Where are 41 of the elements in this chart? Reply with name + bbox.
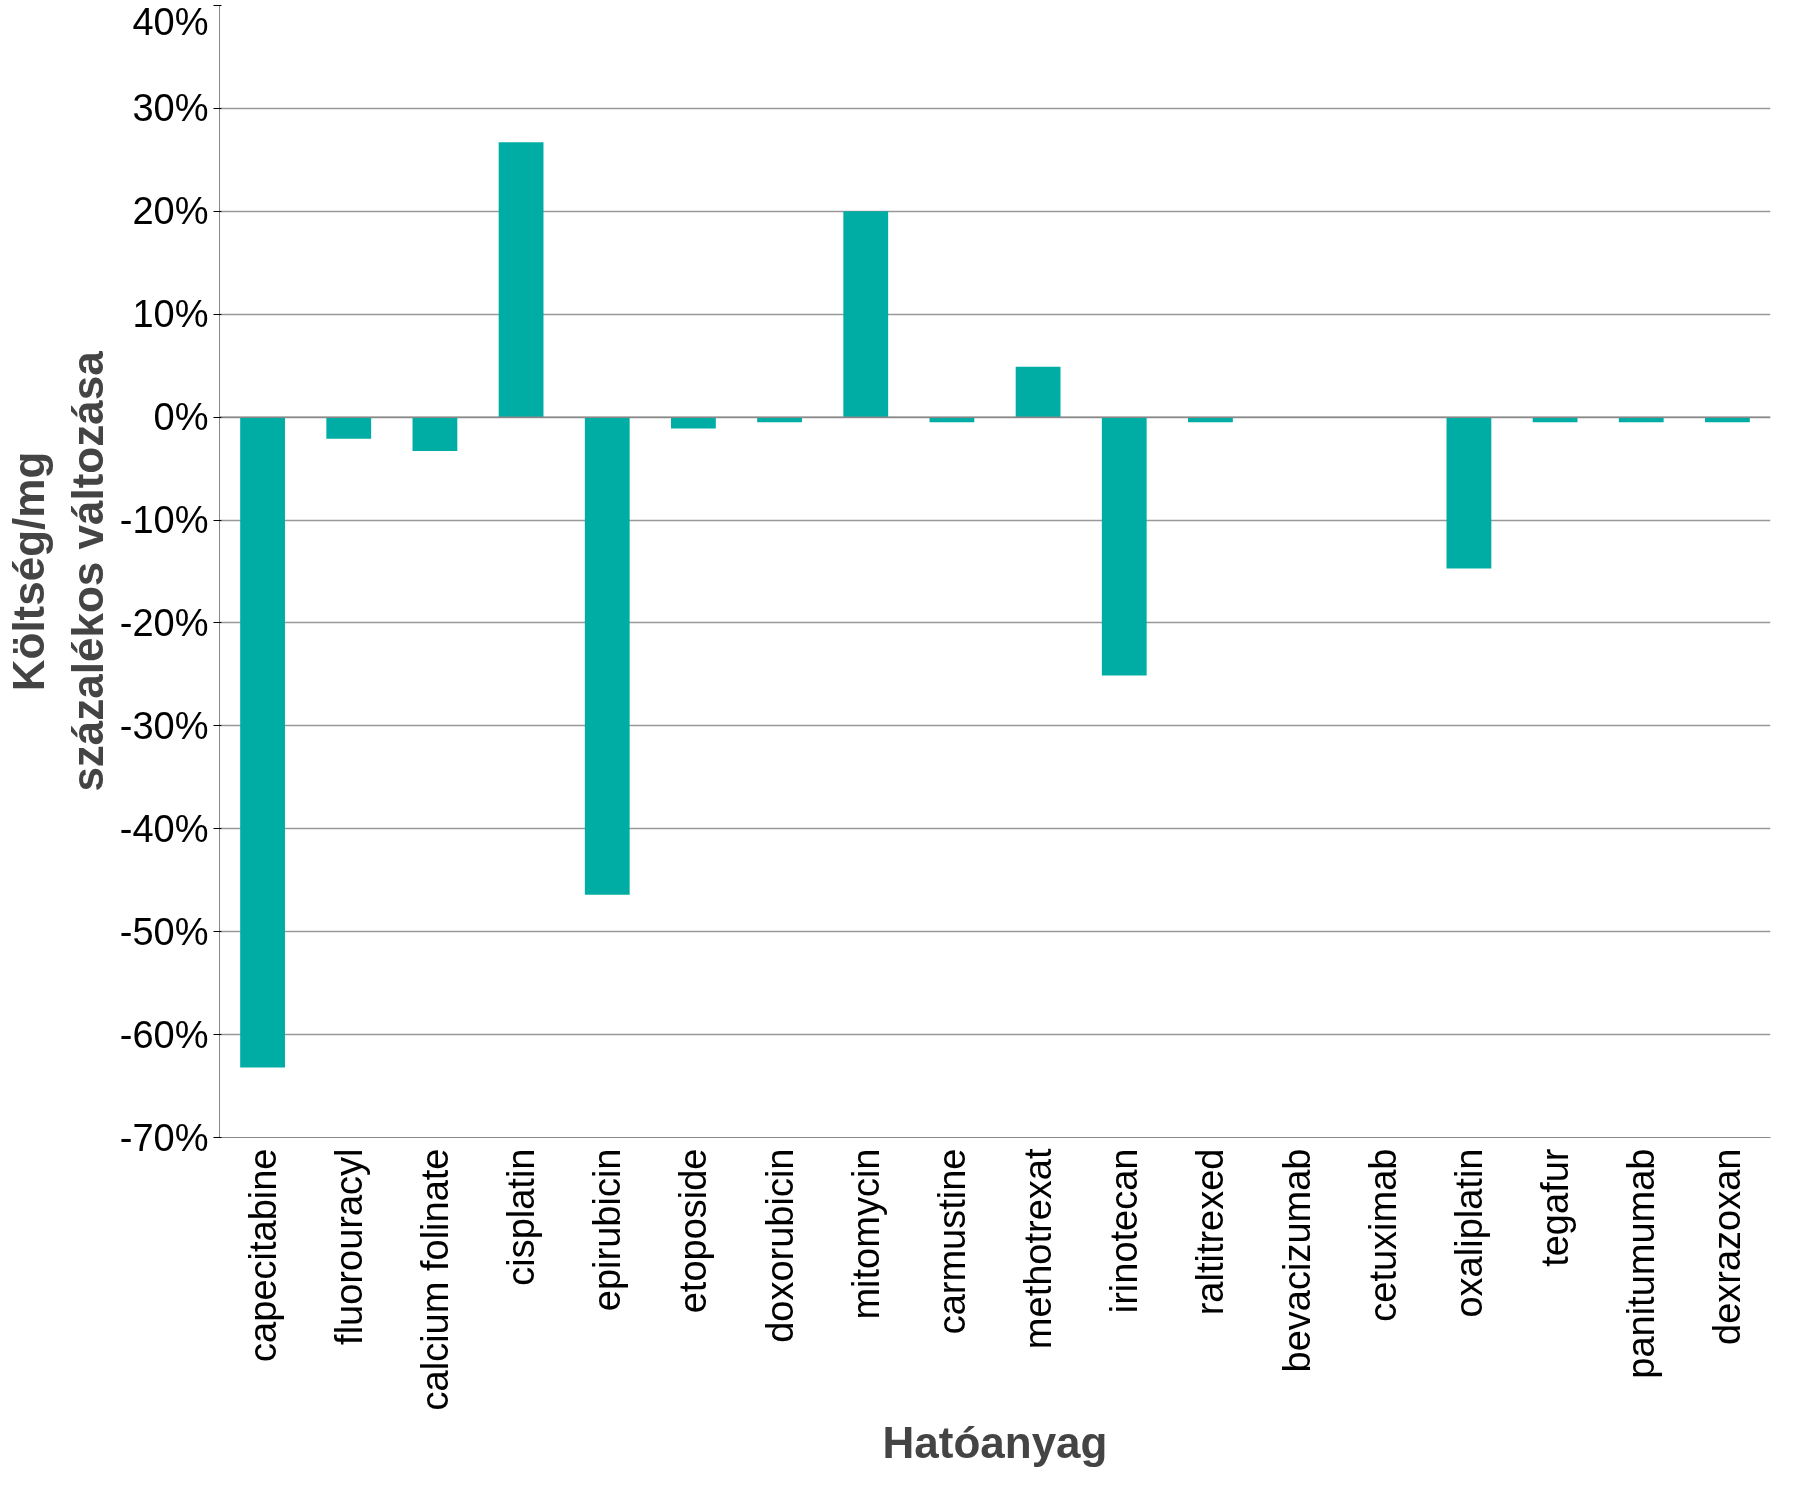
x-tick-label: cisplatin [500, 1148, 543, 1286]
x-tick-label: dexrazoxan [1706, 1148, 1749, 1345]
x-axis-title: Hatóanyag [882, 1418, 1108, 1468]
y-tick-label: 10% [132, 293, 209, 336]
bar [412, 417, 458, 452]
y-axis-title: Költség/mg százalékos változása [3, 350, 112, 792]
y-tick-label: 20% [132, 190, 209, 233]
x-tick-label: capecitabine [241, 1148, 284, 1362]
bar [1446, 417, 1492, 569]
bar [584, 417, 630, 895]
y-tick-label: -40% [119, 807, 209, 850]
x-tick-label: irinotecan [1103, 1148, 1146, 1314]
y-tick-label: -30% [119, 704, 209, 747]
x-tick-label: oxaliplatin [1447, 1148, 1490, 1318]
x-tick-label: tegafur [1534, 1148, 1577, 1267]
bar [1101, 417, 1147, 676]
y-tick-label: -20% [119, 601, 209, 644]
bar [1015, 366, 1061, 418]
x-tick-label: cetuximab [1361, 1148, 1404, 1322]
x-tick-label: etoposide [672, 1148, 715, 1314]
bar [326, 417, 372, 439]
bar [843, 211, 889, 418]
y-tick-label: -60% [119, 1013, 209, 1056]
y-tick-label: 0% [153, 396, 209, 439]
y-tick-label: 40% [132, 0, 209, 43]
bar [240, 417, 285, 1068]
y-tick-label: -70% [119, 1116, 209, 1159]
x-tick-label: doxorubicin [758, 1148, 801, 1343]
x-tick-label: raltitrexed [1189, 1148, 1232, 1316]
x-tick-label: calcium folinate [413, 1148, 456, 1411]
x-tick-label: carmustine [930, 1148, 973, 1335]
y-tick-label: -10% [119, 499, 209, 542]
x-tick-label: bevacizumab [1275, 1148, 1318, 1373]
x-tick-label: fluorouracyl [327, 1148, 370, 1345]
y-tick-label: 30% [132, 87, 209, 130]
x-tick-label: panitumumab [1620, 1148, 1663, 1379]
bar [498, 142, 544, 418]
x-tick-label: epirubicin [586, 1148, 629, 1312]
x-tick-label: mitomycin [844, 1148, 887, 1320]
y-tick-label: -50% [119, 910, 209, 953]
x-tick-label: methotrexat [1017, 1148, 1060, 1350]
